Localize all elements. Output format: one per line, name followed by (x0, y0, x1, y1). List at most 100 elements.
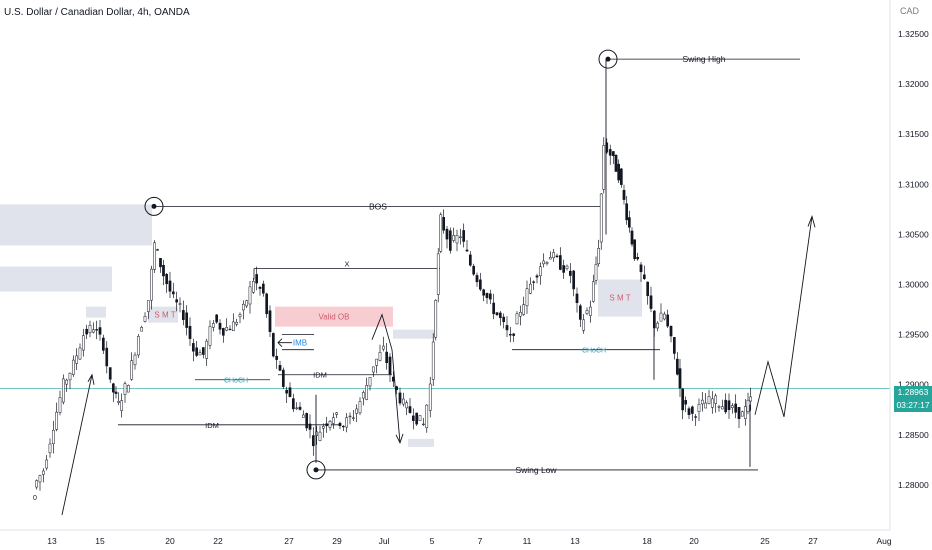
bos-origin-circle-dot (151, 203, 157, 209)
valid-ob-label: Valid OB (319, 313, 350, 322)
candle-body (428, 383, 432, 411)
currency-label: CAD (900, 6, 920, 16)
candle-body (707, 396, 711, 404)
candle-body (65, 379, 69, 385)
candle-body (694, 416, 698, 418)
candle-body (458, 236, 462, 238)
x-tick-label: Jul (379, 536, 390, 546)
candle-body (418, 415, 422, 421)
candle-body (656, 322, 660, 329)
candle-body (512, 333, 516, 336)
candle-body (221, 328, 225, 336)
candle-body (185, 312, 189, 328)
candle-body (684, 400, 688, 405)
candle-body (318, 431, 322, 441)
candle-body (690, 406, 694, 414)
candle-body (381, 345, 385, 350)
candle-body (298, 406, 302, 410)
x-tick-label: 7 (478, 536, 483, 546)
last-price-countdown: 03:27:17 (896, 400, 930, 410)
candle-body (285, 389, 289, 394)
candle-body (582, 319, 586, 331)
candle-body (162, 264, 165, 277)
ob-extension-zone (393, 329, 435, 339)
candle-body (248, 286, 252, 305)
candle-body (159, 258, 162, 268)
candle-body (678, 368, 682, 389)
supply-zone-lower (0, 266, 112, 292)
candle-body (434, 300, 438, 338)
candle-body (255, 274, 259, 284)
candle-body (568, 270, 572, 276)
projection-arrow-head (807, 214, 816, 228)
candle-body (325, 423, 329, 427)
candle-body (697, 404, 701, 412)
candle-body (505, 325, 509, 331)
candle-body (55, 411, 59, 430)
x-tick-label: 13 (47, 536, 57, 546)
candle-body (225, 327, 229, 331)
candle-body (105, 347, 109, 367)
candle-body (562, 265, 566, 273)
candle-body (278, 365, 282, 371)
candle-body (472, 265, 476, 275)
candle-body (594, 264, 598, 281)
swing-low-circle-dot (313, 467, 319, 473)
smt-zone-left (148, 306, 178, 323)
candle-body (123, 383, 127, 395)
candle-body (175, 299, 179, 303)
candle-body (371, 366, 375, 373)
candle-body (321, 426, 325, 429)
x-tick-label: 27 (808, 536, 818, 546)
candle-body (58, 397, 62, 413)
candle-body (700, 399, 704, 405)
candle-body (421, 423, 425, 426)
arrow-left-up (61, 374, 93, 516)
candle-body (153, 242, 156, 270)
candle-body (522, 304, 526, 315)
candle-body (351, 417, 355, 419)
candle-body (572, 270, 576, 290)
x-tick-label: 29 (332, 536, 342, 546)
candle-body (532, 281, 536, 283)
bos-label: BOS (369, 201, 387, 211)
x-tick-label: 27 (284, 536, 294, 546)
candle-body (95, 329, 99, 331)
arrow-left-up-head (87, 373, 95, 385)
candle-body (468, 254, 472, 266)
candle-body (622, 189, 626, 200)
candle-body (578, 305, 582, 320)
candle-body (98, 327, 102, 335)
candle-body (281, 369, 285, 387)
candle-body (205, 340, 209, 359)
candle-body (378, 352, 382, 361)
candle-body (301, 414, 305, 418)
candle-body (619, 168, 623, 185)
candle-body (717, 406, 721, 408)
candle-body (368, 377, 372, 387)
candle-body (258, 286, 262, 289)
candle-body (508, 333, 512, 336)
candle-body (625, 203, 629, 221)
candle-body (275, 355, 279, 360)
candle-body (150, 268, 153, 301)
candle-body (358, 401, 362, 414)
candle-body (401, 398, 405, 405)
candle-body (535, 275, 539, 278)
candle-body (38, 475, 42, 483)
y-tick-label: 1.31500 (898, 129, 929, 139)
candle-body (431, 341, 435, 380)
candle-body (462, 230, 466, 242)
candle-body (261, 283, 265, 294)
candle-body (746, 399, 750, 412)
candle-body (291, 398, 295, 410)
candle-body (35, 480, 39, 488)
candle-body (365, 385, 369, 400)
candle-body (436, 253, 440, 295)
candle-body (558, 255, 562, 270)
swing-high-circle (598, 49, 618, 69)
candle-body (305, 413, 309, 429)
